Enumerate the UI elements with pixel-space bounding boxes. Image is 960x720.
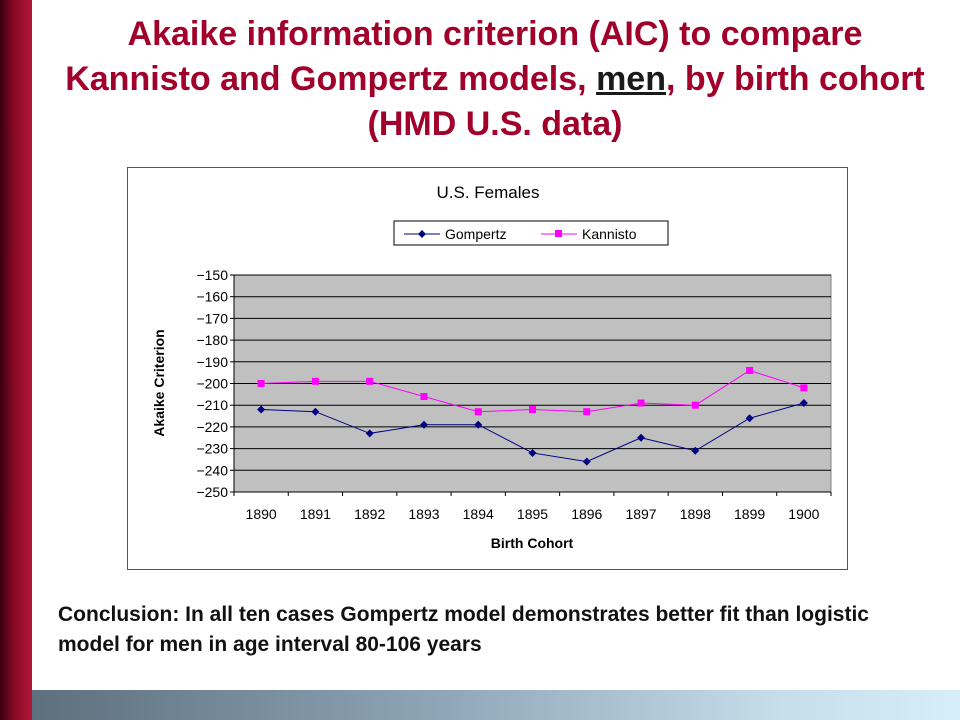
title-part2: , by birth cohort (HMD U.S. data) [367,60,925,143]
legend-box [393,220,669,246]
y-tick-label: −200 [196,376,228,392]
data-point-kannisto [583,408,591,416]
x-tick-label: 1900 [788,506,819,522]
y-axis-ticks: −150 −160 −170 −180 −190 −200 −210 −220 −230 −240… [196,267,235,500]
left-accent-bar [0,0,32,720]
x-tick-label: 1894 [463,506,494,522]
data-point-gompertz [745,414,754,423]
y-tick-label: −220 [196,419,228,435]
y-tick-label: −170 [196,310,228,326]
data-point-gompertz [365,429,374,438]
y-axis-label: Akaike Criterion [151,329,167,436]
conclusion-text: Conclusion: In all ten cases Gompertz mo… [58,603,869,656]
data-point-kannisto [257,380,265,387]
legend: Gompertz Kannisto [393,220,669,246]
x-tick-label: 1892 [354,506,385,522]
data-point-gompertz [419,420,428,429]
data-point-kannisto [637,399,645,407]
title-part1: Akaike information criterion (AIC) to co… [65,15,863,98]
y-tick-label: −150 [196,267,228,283]
y-tick-label: −240 [196,462,228,478]
x-tick-label: 1896 [571,506,602,522]
title-underlined: men [596,60,666,98]
data-point-gompertz [528,448,537,457]
chart-container: U.S. Females Gompertz Kannisto −150 −160−… [127,167,848,570]
data-point-gompertz [257,405,266,414]
data-point-gompertz [474,420,483,429]
y-tick-label: −210 [196,397,228,413]
data-point-gompertz [799,399,808,408]
bottom-accent-bar [32,690,960,720]
legend-gompertz-label: Gompertz [445,226,506,242]
data-point-kannisto [311,377,319,385]
y-tick-label: −230 [196,441,228,457]
data-point-kannisto [746,366,754,374]
data-point-kannisto [366,377,374,385]
legend-gompertz-marker [418,230,426,238]
data-point-kannisto [800,384,808,392]
y-tick-label: −250 [196,484,228,500]
data-point-gompertz [311,407,320,416]
x-tick-label: 1897 [625,506,656,522]
x-tick-label: 1899 [734,506,765,522]
data-point-gompertz [582,457,591,466]
y-tick-label: −180 [196,332,228,348]
data-point-kannisto [420,393,428,401]
legend-kannisto-marker [555,230,562,237]
data-point-kannisto [474,408,482,416]
x-tick-label: 1893 [408,506,439,522]
series-group [257,366,808,466]
legend-kannisto-label: Kannisto [582,226,637,242]
y-tick-label: −160 [196,289,228,305]
slide-title: Akaike information criterion (AIC) to co… [60,12,930,147]
x-axis-ticks: 1890 1891 1892 1893 1894 1895 1896 1897 1898 1899… [233,491,832,522]
data-point-gompertz [637,433,646,442]
gridlines [234,274,831,471]
y-tick-label: −190 [196,354,228,370]
x-tick-label: 1895 [517,506,548,522]
data-point-kannisto [691,401,699,409]
chart-title: U.S. Females [437,183,540,202]
x-tick-label: 1898 [680,506,711,522]
x-tick-label: 1890 [246,506,277,522]
line-chart: U.S. Females Gompertz Kannisto −150−160−… [151,183,832,551]
x-tick-label: 1891 [300,506,331,522]
data-point-kannisto [529,406,536,414]
data-point-gompertz [691,446,700,455]
x-axis-label: Birth Cohort [491,535,574,551]
